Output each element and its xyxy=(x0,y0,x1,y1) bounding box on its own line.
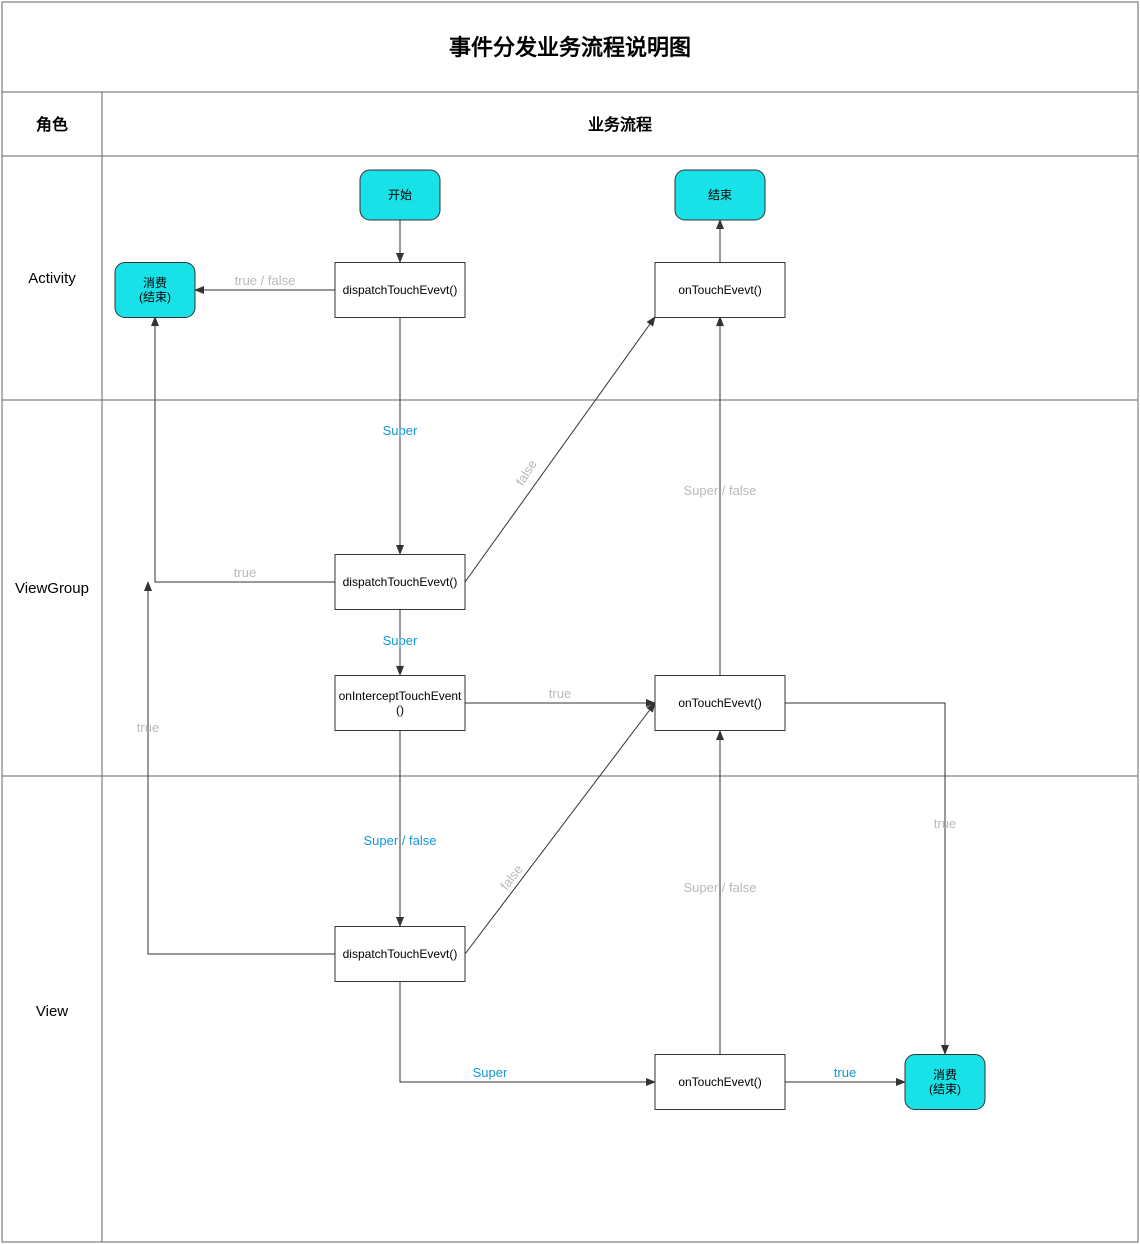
node-label: (结束) xyxy=(929,1082,961,1096)
header-flow: 业务流程 xyxy=(588,115,652,134)
diagram-title: 事件分发业务流程说明图 xyxy=(449,35,691,60)
edge-label: Super / false xyxy=(684,483,757,498)
flow-edge xyxy=(465,317,655,582)
node-label: dispatchTouchEvevt() xyxy=(343,947,458,961)
edge-label: Super / false xyxy=(684,880,757,895)
flow-edge xyxy=(465,703,655,954)
node-label: 消费 xyxy=(143,276,167,290)
edge-label: true xyxy=(137,720,159,735)
node-label: onTouchEvevt() xyxy=(678,283,761,297)
edge-label: true xyxy=(234,565,256,580)
edge-label: Super / false xyxy=(364,833,437,848)
flow-edge xyxy=(155,317,335,582)
node-label: onTouchEvevt() xyxy=(678,696,761,710)
edge-label: Super xyxy=(383,423,418,438)
flow-edge xyxy=(148,582,335,954)
node-label: dispatchTouchEvevt() xyxy=(343,283,458,297)
header-role: 角色 xyxy=(36,115,68,134)
node-label: 结束 xyxy=(708,188,732,202)
node-label: (结束) xyxy=(139,290,171,304)
node-label: onInterceptTouchEvent xyxy=(339,689,462,703)
edge-label: false xyxy=(497,862,526,893)
role-label: View xyxy=(36,1003,68,1020)
role-label: Activity xyxy=(28,270,76,287)
node-label: dispatchTouchEvevt() xyxy=(343,575,458,589)
flowchart-canvas: 事件分发业务流程说明图角色 业务流程 Activity ViewGroup View tr… xyxy=(0,0,1140,1244)
flow-edge xyxy=(400,981,655,1082)
role-label: ViewGroup xyxy=(15,580,89,597)
edge-label: Super xyxy=(383,633,418,648)
edge-label: true xyxy=(934,816,956,831)
node-label: onTouchEvevt() xyxy=(678,1075,761,1089)
flow-edge xyxy=(785,703,945,1054)
edge-label: true xyxy=(834,1065,856,1080)
edge-label: true xyxy=(549,686,571,701)
edge-label: true / false xyxy=(235,273,296,288)
node-label: () xyxy=(396,703,404,717)
node-label: 消费 xyxy=(933,1068,957,1082)
edge-label: Super xyxy=(473,1065,508,1080)
node-label: 开始 xyxy=(388,188,412,202)
